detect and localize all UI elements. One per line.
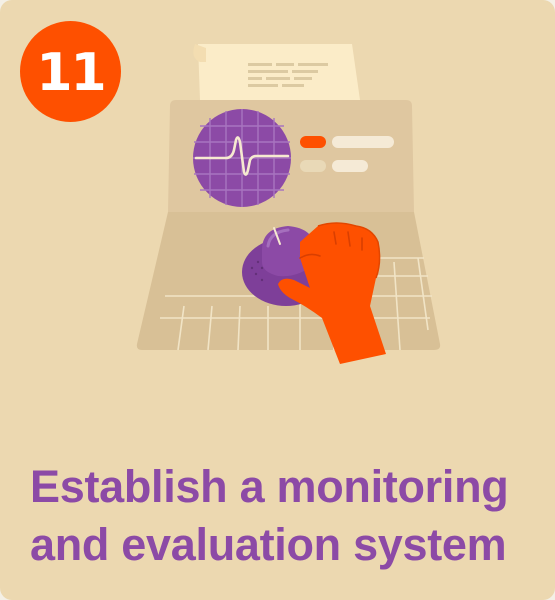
- step-number-badge: 11: [20, 21, 121, 122]
- step-title: Establish a monitoring and evaluation sy…: [30, 458, 530, 574]
- hand-icon: [278, 222, 386, 364]
- oscilloscope-screen-icon: [193, 109, 291, 207]
- step-title-line-1: Establish a monitoring: [30, 461, 509, 512]
- monitoring-machine-illustration: [136, 44, 441, 364]
- step-title-line-2: and evaluation system: [30, 519, 507, 570]
- step-number: 11: [36, 42, 106, 103]
- indicator-lights-icon: [300, 136, 394, 172]
- paper-printout-icon: [193, 44, 360, 100]
